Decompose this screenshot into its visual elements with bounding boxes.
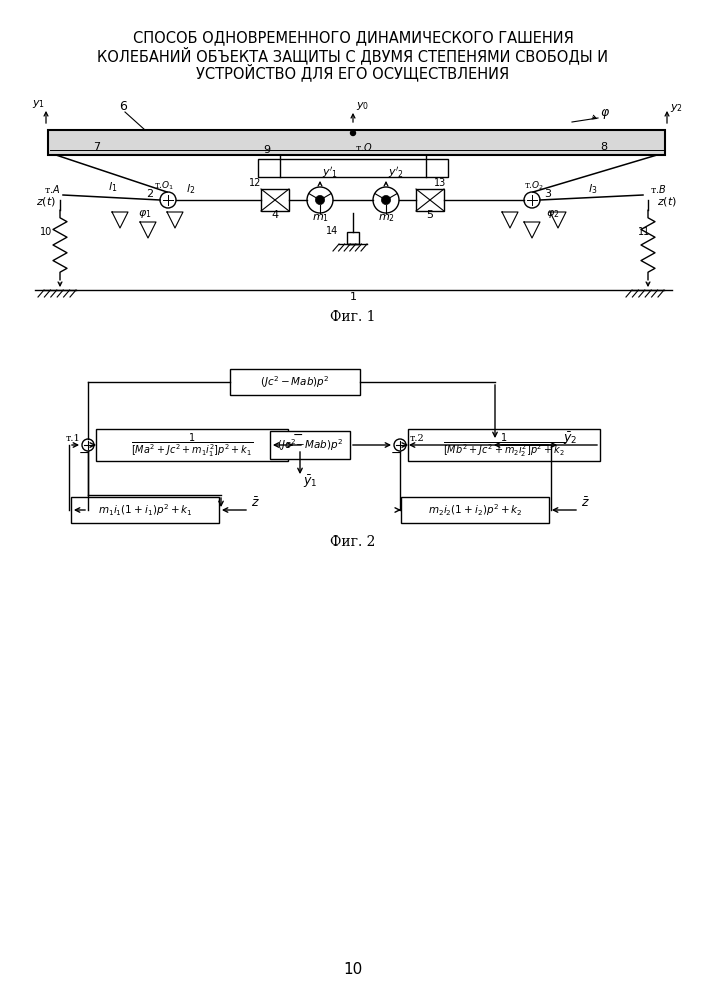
Text: $l_3$: $l_3$	[588, 182, 597, 196]
Text: $y_1$: $y_1$	[32, 98, 45, 110]
Text: $l_2$: $l_2$	[186, 182, 195, 196]
Bar	[347, 232, 359, 244]
Circle shape	[382, 195, 390, 205]
Text: $l_1$: $l_1$	[108, 180, 117, 194]
Text: $(Jc^2\!-\!Mab)p^2$: $(Jc^2\!-\!Mab)p^2$	[276, 437, 343, 453]
Circle shape	[296, 441, 304, 449]
Text: $\varphi_2$: $\varphi_2$	[546, 208, 559, 220]
Text: $y_0$: $y_0$	[356, 100, 369, 112]
Text: $y_2$: $y_2$	[670, 102, 683, 114]
Text: $y'_2$: $y'_2$	[388, 165, 404, 180]
Bar	[96, 429, 288, 461]
Text: $\varphi$: $\varphi$	[600, 107, 610, 121]
Bar	[270, 431, 350, 459]
Text: $\dfrac{1}{[Mb^2+Jc^2+m_2i_2^2]p^2+k_2}$: $\dfrac{1}{[Mb^2+Jc^2+m_2i_2^2]p^2+k_2}$	[443, 431, 566, 459]
Text: $\dfrac{1}{[Ma^2+Jc^2+m_1i_1^2]p^2+k_1}$: $\dfrac{1}{[Ma^2+Jc^2+m_1i_1^2]p^2+k_1}$	[131, 431, 253, 459]
Text: 11: 11	[638, 227, 650, 237]
Bar	[230, 369, 360, 395]
Bar	[48, 130, 665, 155]
Text: 2: 2	[146, 189, 153, 199]
Text: т.1: т.1	[66, 434, 81, 443]
Circle shape	[315, 195, 325, 205]
Text: СПОСОБ ОДНОВРЕМЕННОГО ДИНАМИЧЕСКОГО ГАШЕНИЯ: СПОСОБ ОДНОВРЕМЕННОГО ДИНАМИЧЕСКОГО ГАШЕ…	[133, 30, 573, 45]
Text: $-$: $-$	[292, 428, 303, 441]
Text: $(Jc^2-Mab)p^2$: $(Jc^2-Mab)p^2$	[260, 374, 330, 390]
Text: 12: 12	[249, 178, 262, 188]
Bar	[71, 497, 219, 523]
Text: 10: 10	[344, 962, 363, 978]
Text: $\bar{z}$: $\bar{z}$	[251, 496, 259, 510]
Text: $-$: $-$	[390, 446, 401, 459]
Text: 8: 8	[600, 142, 607, 152]
Text: КОЛЕБАНИЙ ОБЪЕКТА ЗАЩИТЫ С ДВУМЯ СТЕПЕНЯМИ СВОБОДЫ И: КОЛЕБАНИЙ ОБЪЕКТА ЗАЩИТЫ С ДВУМЯ СТЕПЕНЯ…	[98, 46, 609, 64]
Circle shape	[491, 441, 499, 449]
Text: т.$O_1$: т.$O_1$	[154, 179, 175, 192]
Text: 13: 13	[434, 178, 446, 188]
Text: 6: 6	[119, 100, 127, 113]
Text: $m_1i_1(1+i_1)p^2+k_1$: $m_1i_1(1+i_1)p^2+k_1$	[98, 502, 192, 518]
Text: $m_2$: $m_2$	[378, 212, 395, 224]
Text: т.2: т.2	[410, 434, 425, 443]
Text: $-$: $-$	[78, 446, 89, 459]
Text: 4: 4	[271, 210, 278, 220]
Bar	[261, 189, 289, 211]
Text: $m_2i_2(1+i_2)p^2+k_2$: $m_2i_2(1+i_2)p^2+k_2$	[428, 502, 522, 518]
Text: т.$B$: т.$B$	[650, 183, 667, 195]
Text: 5: 5	[426, 210, 433, 220]
Text: т.$O$: т.$O$	[355, 141, 373, 153]
Text: 7: 7	[93, 142, 100, 152]
Text: т.$O_2$: т.$O_2$	[524, 179, 544, 192]
Text: $\bar{z}$: $\bar{z}$	[581, 496, 590, 510]
Bar	[416, 189, 444, 211]
Text: т.$A$: т.$A$	[44, 183, 61, 195]
Circle shape	[394, 439, 406, 451]
Text: $\bar{y}_2$: $\bar{y}_2$	[563, 430, 578, 447]
Text: $y'_1$: $y'_1$	[322, 165, 338, 180]
Text: 3: 3	[544, 189, 551, 199]
Text: Фиг. 2: Фиг. 2	[330, 535, 375, 549]
Bar	[408, 429, 600, 461]
Text: $z(t)$: $z(t)$	[657, 196, 677, 209]
Text: Фиг. 1: Фиг. 1	[330, 310, 375, 324]
Text: $z(t)$: $z(t)$	[36, 196, 56, 209]
Text: $\bar{y}_1$: $\bar{y}_1$	[303, 473, 317, 490]
Text: УСТРОЙСТВО ДЛЯ ЕГО ОСУЩЕСТВЛЕНИЯ: УСТРОЙСТВО ДЛЯ ЕГО ОСУЩЕСТВЛЕНИЯ	[197, 63, 510, 81]
Text: $\varphi_1$: $\varphi_1$	[138, 208, 151, 220]
Circle shape	[82, 439, 94, 451]
Bar	[258, 159, 448, 177]
Text: $m_1$: $m_1$	[312, 212, 329, 224]
Circle shape	[351, 130, 356, 135]
Text: 1: 1	[349, 292, 356, 302]
Text: 9: 9	[263, 145, 270, 155]
Text: 10: 10	[40, 227, 52, 237]
Bar	[401, 497, 549, 523]
Text: 14: 14	[326, 226, 338, 236]
